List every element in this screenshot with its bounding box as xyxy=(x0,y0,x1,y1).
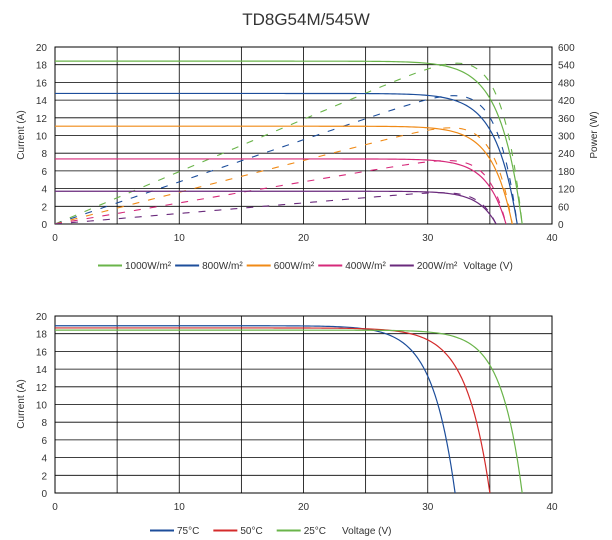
y-axis-label-bottom: Current (A) xyxy=(16,379,27,428)
y2-tick-label: 0 xyxy=(558,220,564,231)
legend-label: 400W/m² xyxy=(345,261,386,272)
legend-label: 50°C xyxy=(240,526,262,537)
curves-top xyxy=(55,60,523,224)
power-curve xyxy=(55,95,518,224)
legend-label: 1000W/m² xyxy=(125,261,172,272)
x-tick-label: 40 xyxy=(546,502,558,513)
y-tick-label: 4 xyxy=(41,185,47,196)
x-ticks-top: 0 10 20 30 40 xyxy=(52,233,558,244)
y-tick-label: 0 xyxy=(41,489,47,500)
x-axis-label: Voltage (V) xyxy=(463,261,512,272)
x-tick-label: 0 xyxy=(52,502,58,513)
y-tick-label: 8 xyxy=(41,149,47,160)
x-tick-label: 10 xyxy=(174,233,186,244)
y-tick-label: 12 xyxy=(36,114,48,125)
y-tick-label: 10 xyxy=(36,401,48,412)
y2-tick-label: 540 xyxy=(558,61,575,72)
curves-bottom xyxy=(55,325,523,493)
y-tick-label: 2 xyxy=(41,471,47,482)
x-tick-label: 20 xyxy=(298,233,310,244)
x-axis-label: Voltage (V) xyxy=(342,526,391,537)
y2-tick-label: 600 xyxy=(558,43,575,54)
x-tick-label: 0 xyxy=(52,233,58,244)
x-tick-label: 30 xyxy=(422,502,434,513)
curve-group xyxy=(55,60,523,224)
y2-tick-label: 480 xyxy=(558,78,575,89)
y-ticks-top: 0 2 4 6 8 10 12 14 16 18 20 xyxy=(36,43,48,231)
y-axis-label-top: Current (A) xyxy=(16,110,27,159)
y2-tick-label: 180 xyxy=(558,167,575,178)
legend-label: 600W/m² xyxy=(274,261,315,272)
legend-label: 200W/m² xyxy=(417,261,458,272)
iv-curve xyxy=(55,327,491,493)
y2-tick-label: 120 xyxy=(558,185,575,196)
gridlines-bottom xyxy=(54,315,553,494)
y-tick-label: 4 xyxy=(41,454,47,465)
curve-group xyxy=(55,325,523,493)
y-ticks-bottom: 0 2 4 6 8 10 12 14 16 18 20 xyxy=(36,312,48,500)
y2-tick-label: 360 xyxy=(558,114,575,125)
iv-curve xyxy=(55,329,523,493)
y-tick-label: 2 xyxy=(41,202,47,213)
power-curve xyxy=(55,160,507,224)
y-tick-label: 20 xyxy=(36,312,48,323)
y2-tick-label: 300 xyxy=(558,132,575,143)
x-tick-label: 40 xyxy=(546,233,558,244)
y-tick-label: 6 xyxy=(41,436,47,447)
power-curve xyxy=(55,192,497,224)
x-tick-label: 30 xyxy=(422,233,434,244)
x-ticks-bottom: 0 10 20 30 40 xyxy=(52,502,558,513)
iv-curve xyxy=(55,325,456,493)
x-tick-label: 10 xyxy=(174,502,186,513)
y2-tick-label: 420 xyxy=(558,96,575,107)
legend-label: 75°C xyxy=(177,526,199,537)
y-tick-label: 6 xyxy=(41,167,47,178)
y-tick-label: 14 xyxy=(36,365,48,376)
gridlines-top xyxy=(54,46,553,225)
x-tick-label: 20 xyxy=(298,502,310,513)
legend-top: 1000W/m² 800W/m² 600W/m² 400W/m² 200W/m² Volt… xyxy=(98,261,513,272)
y-tick-label: 8 xyxy=(41,418,47,429)
y-tick-label: 14 xyxy=(36,96,48,107)
y-tick-label: 18 xyxy=(36,330,48,341)
iv-curve xyxy=(55,190,497,224)
y2-tick-label: 60 xyxy=(558,202,570,213)
legend-label: 800W/m² xyxy=(202,261,243,272)
y-tick-label: 0 xyxy=(41,220,47,231)
y2-ticks-top: 0 60 120 180 240 300 360 420 480 540 600 xyxy=(558,43,575,231)
y-tick-label: 12 xyxy=(36,383,48,394)
y-tick-label: 16 xyxy=(36,78,48,89)
y2-axis-label-top: Power (W) xyxy=(589,111,600,158)
y-tick-label: 18 xyxy=(36,61,48,72)
iv-curve xyxy=(55,125,513,224)
y2-tick-label: 240 xyxy=(558,149,575,160)
y-tick-label: 10 xyxy=(36,132,48,143)
legend-bottom: 75°C 50°C 25°C Voltage (V) xyxy=(150,526,392,537)
iv-curve xyxy=(55,60,523,224)
y-tick-label: 16 xyxy=(36,347,48,358)
legend-label: 25°C xyxy=(304,526,326,537)
iv-curve xyxy=(55,158,507,224)
chart-title: TD8G54M/545W xyxy=(242,10,370,29)
y-tick-label: 20 xyxy=(36,43,48,54)
